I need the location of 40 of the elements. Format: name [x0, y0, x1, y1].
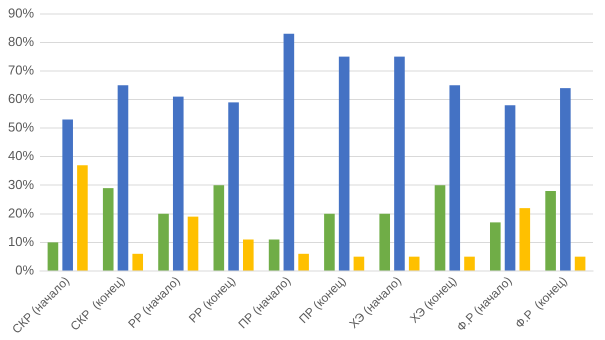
y-tick-label: 0% [15, 262, 34, 278]
y-tick-label: 80% [8, 34, 34, 49]
y-tick-label: 50% [8, 120, 34, 135]
bar [490, 222, 501, 270]
y-tick-label: 40% [8, 148, 34, 164]
bar [560, 88, 571, 270]
bar [408, 256, 420, 270]
bar [158, 214, 169, 270]
bar [519, 208, 530, 270]
bar [132, 254, 144, 270]
bar [504, 105, 516, 270]
bar [77, 165, 88, 270]
y-tick-label: 90% [8, 5, 34, 20]
bar [214, 185, 224, 270]
bar [243, 240, 254, 270]
bar [574, 256, 586, 270]
bar [298, 254, 309, 270]
y-tick-label: 70% [8, 62, 34, 78]
bar [354, 256, 364, 270]
bar [464, 256, 475, 270]
y-tick-label: 30% [8, 176, 34, 192]
bar [48, 242, 58, 270]
bar [118, 85, 128, 270]
y-tick-label: 60% [8, 91, 34, 106]
bar [379, 214, 390, 270]
bar [188, 216, 198, 270]
bar [102, 188, 114, 270]
bar [338, 56, 350, 270]
bar [62, 120, 73, 270]
bar [434, 185, 446, 270]
bar [394, 56, 405, 270]
bar [172, 96, 184, 270]
bar [324, 214, 335, 270]
bar [449, 85, 460, 270]
bar [268, 240, 280, 270]
y-tick-label: 10% [8, 234, 34, 249]
bar [228, 102, 239, 270]
bar [284, 34, 294, 270]
bar [545, 190, 556, 270]
y-tick-label: 20% [8, 205, 34, 220]
